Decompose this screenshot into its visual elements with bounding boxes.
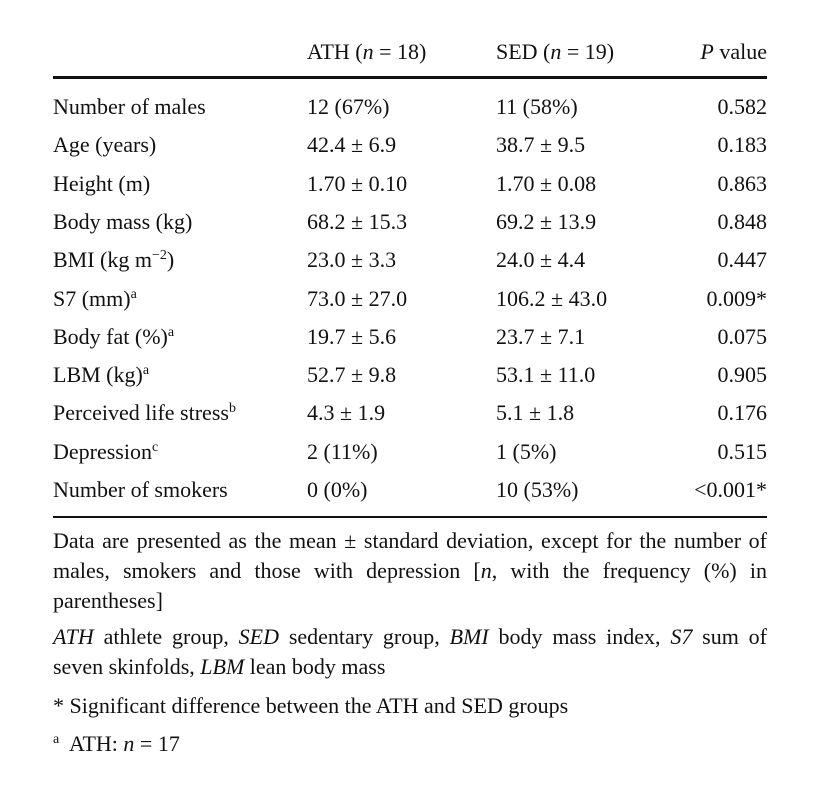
column-header: P value <box>700 33 767 71</box>
text-segment: S7 (mm) <box>53 285 131 311</box>
table-cell: 0.009* <box>706 285 768 311</box>
text-segment: ATH <box>53 624 94 649</box>
table-cell: 52.7 ± 9.8 <box>307 362 397 388</box>
text-segment: athlete group, <box>93 624 239 649</box>
row-label: Number of males <box>53 88 206 126</box>
table-cell: 68.2 ± 15.3 <box>307 208 408 234</box>
text-segment: n <box>123 731 135 756</box>
table-bottom-rule <box>53 516 767 518</box>
table-cell: 4.3 ± 1.9 <box>307 400 386 426</box>
text-segment: n <box>362 39 374 64</box>
text-segment: ATH: <box>59 731 124 756</box>
text-segment: n <box>480 558 492 583</box>
text-segment: Perceived life stress <box>53 400 229 426</box>
footnote: a ATH: n = 17 <box>53 729 767 759</box>
text-segment: BMI <box>449 624 489 649</box>
row-label: Perceived life stressb <box>53 394 236 432</box>
text-segment: LBM <box>200 654 245 679</box>
text-segment: Data are presented as the mean ± standar… <box>53 528 773 583</box>
footnote: * Significant difference between the ATH… <box>53 691 767 721</box>
table-cell: 2 (11%) <box>307 438 378 464</box>
table-cell: <0.001* <box>694 477 767 502</box>
text-segment: = 17 <box>134 731 180 756</box>
table-cell: 0 (0%) <box>307 477 368 502</box>
text-segment: Number of males <box>53 94 206 119</box>
table-cell: 1.70 ± 0.10 <box>307 170 408 196</box>
table-cell: 0.176 <box>717 400 768 426</box>
text-segment: n <box>550 39 562 64</box>
footnote: Data are presented as the mean ± standar… <box>53 526 767 616</box>
table-cell: 53.1 ± 11.0 <box>496 362 596 388</box>
text-segment: Number of smokers <box>53 477 228 502</box>
superscript: b <box>228 401 236 417</box>
footnote: ATH athlete group, SED sedentary group, … <box>53 622 767 682</box>
table-cell: 10 (53%) <box>496 477 579 502</box>
table-cell: 0.075 <box>717 323 768 349</box>
text-segment: = 18) <box>373 39 427 64</box>
text-segment: body mass index, <box>488 624 671 649</box>
table-cell: 23.0 ± 3.3 <box>307 247 397 273</box>
superscript: a <box>130 286 137 302</box>
text-segment: , with the frequency (%) in parentheses] <box>53 558 773 613</box>
table-cell: 0.863 <box>717 170 768 196</box>
text-segment: LBM (kg) <box>53 362 143 388</box>
table-cell: 19.7 ± 5.6 <box>307 323 397 349</box>
text-segment: value <box>713 39 767 64</box>
superscript: a <box>167 324 175 340</box>
table-cell: 38.7 ± 9.5 <box>496 132 586 158</box>
row-label: Age (years) <box>53 126 156 164</box>
text-segment: * Significant difference between the ATH… <box>53 693 569 718</box>
table-cell: 5.1 ± 1.8 <box>496 400 575 426</box>
table-cell: 69.2 ± 13.9 <box>496 208 597 234</box>
text-segment: Height (m) <box>53 170 151 196</box>
superscript: a <box>53 732 60 747</box>
text-segment: = 19) <box>561 39 615 64</box>
row-label: Number of smokers <box>53 471 228 509</box>
text-segment: SED ( <box>496 39 551 64</box>
superscript: a <box>142 363 150 379</box>
table-cell: 1 (5%) <box>496 438 557 464</box>
table-cell: 0.515 <box>717 438 768 464</box>
table-cell: 24.0 ± 4.4 <box>496 247 586 273</box>
superscript: −2 <box>152 248 167 264</box>
table-cell: 0.905 <box>717 362 768 388</box>
text-segment: P <box>700 39 714 64</box>
table-cell: 1.70 ± 0.08 <box>496 170 597 196</box>
row-label: BMI (kg m−2) <box>53 241 174 279</box>
text-segment: sum of seven skinfolds, <box>53 624 773 679</box>
text-segment: ) <box>166 247 175 273</box>
text-segment: sedentary group, <box>279 624 450 649</box>
row-label: S7 (mm)a <box>53 280 137 318</box>
row-label: Body fat (%)a <box>53 318 174 356</box>
header-rule <box>53 76 767 79</box>
table-cell: 0.447 <box>717 247 768 273</box>
table-cell: 11 (58%) <box>496 94 578 119</box>
text-segment: Age (years) <box>53 132 157 158</box>
table-cell: 42.4 ± 6.9 <box>307 132 397 158</box>
table-cell: 12 (67%) <box>307 94 390 119</box>
table-cell: 0.183 <box>717 132 768 158</box>
text-segment: Depression <box>53 438 152 464</box>
text-segment: ATH ( <box>307 39 363 64</box>
row-label: LBM (kg)a <box>53 356 149 394</box>
superscript: c <box>151 439 159 455</box>
table-cell: 23.7 ± 7.1 <box>496 323 586 349</box>
row-label: Height (m) <box>53 165 150 203</box>
text-segment: BMI (kg m <box>53 247 152 273</box>
table-cell: 0.582 <box>717 94 768 119</box>
row-label: Depressionc <box>53 433 158 471</box>
table-cell: 73.0 ± 27.0 <box>307 285 408 311</box>
text-segment: SED <box>238 624 279 649</box>
column-header: SED (n = 19) <box>496 33 614 71</box>
text-segment: Body mass (kg) <box>53 208 193 234</box>
row-label: Body mass (kg) <box>53 203 192 241</box>
table-cell: 106.2 ± 43.0 <box>496 285 608 311</box>
text-segment: Body fat (%) <box>53 323 168 349</box>
column-header: ATH (n = 18) <box>307 33 426 71</box>
text-segment: S7 <box>670 624 693 649</box>
table-cell: 0.848 <box>717 208 768 234</box>
text-segment: lean body mass <box>244 654 386 679</box>
